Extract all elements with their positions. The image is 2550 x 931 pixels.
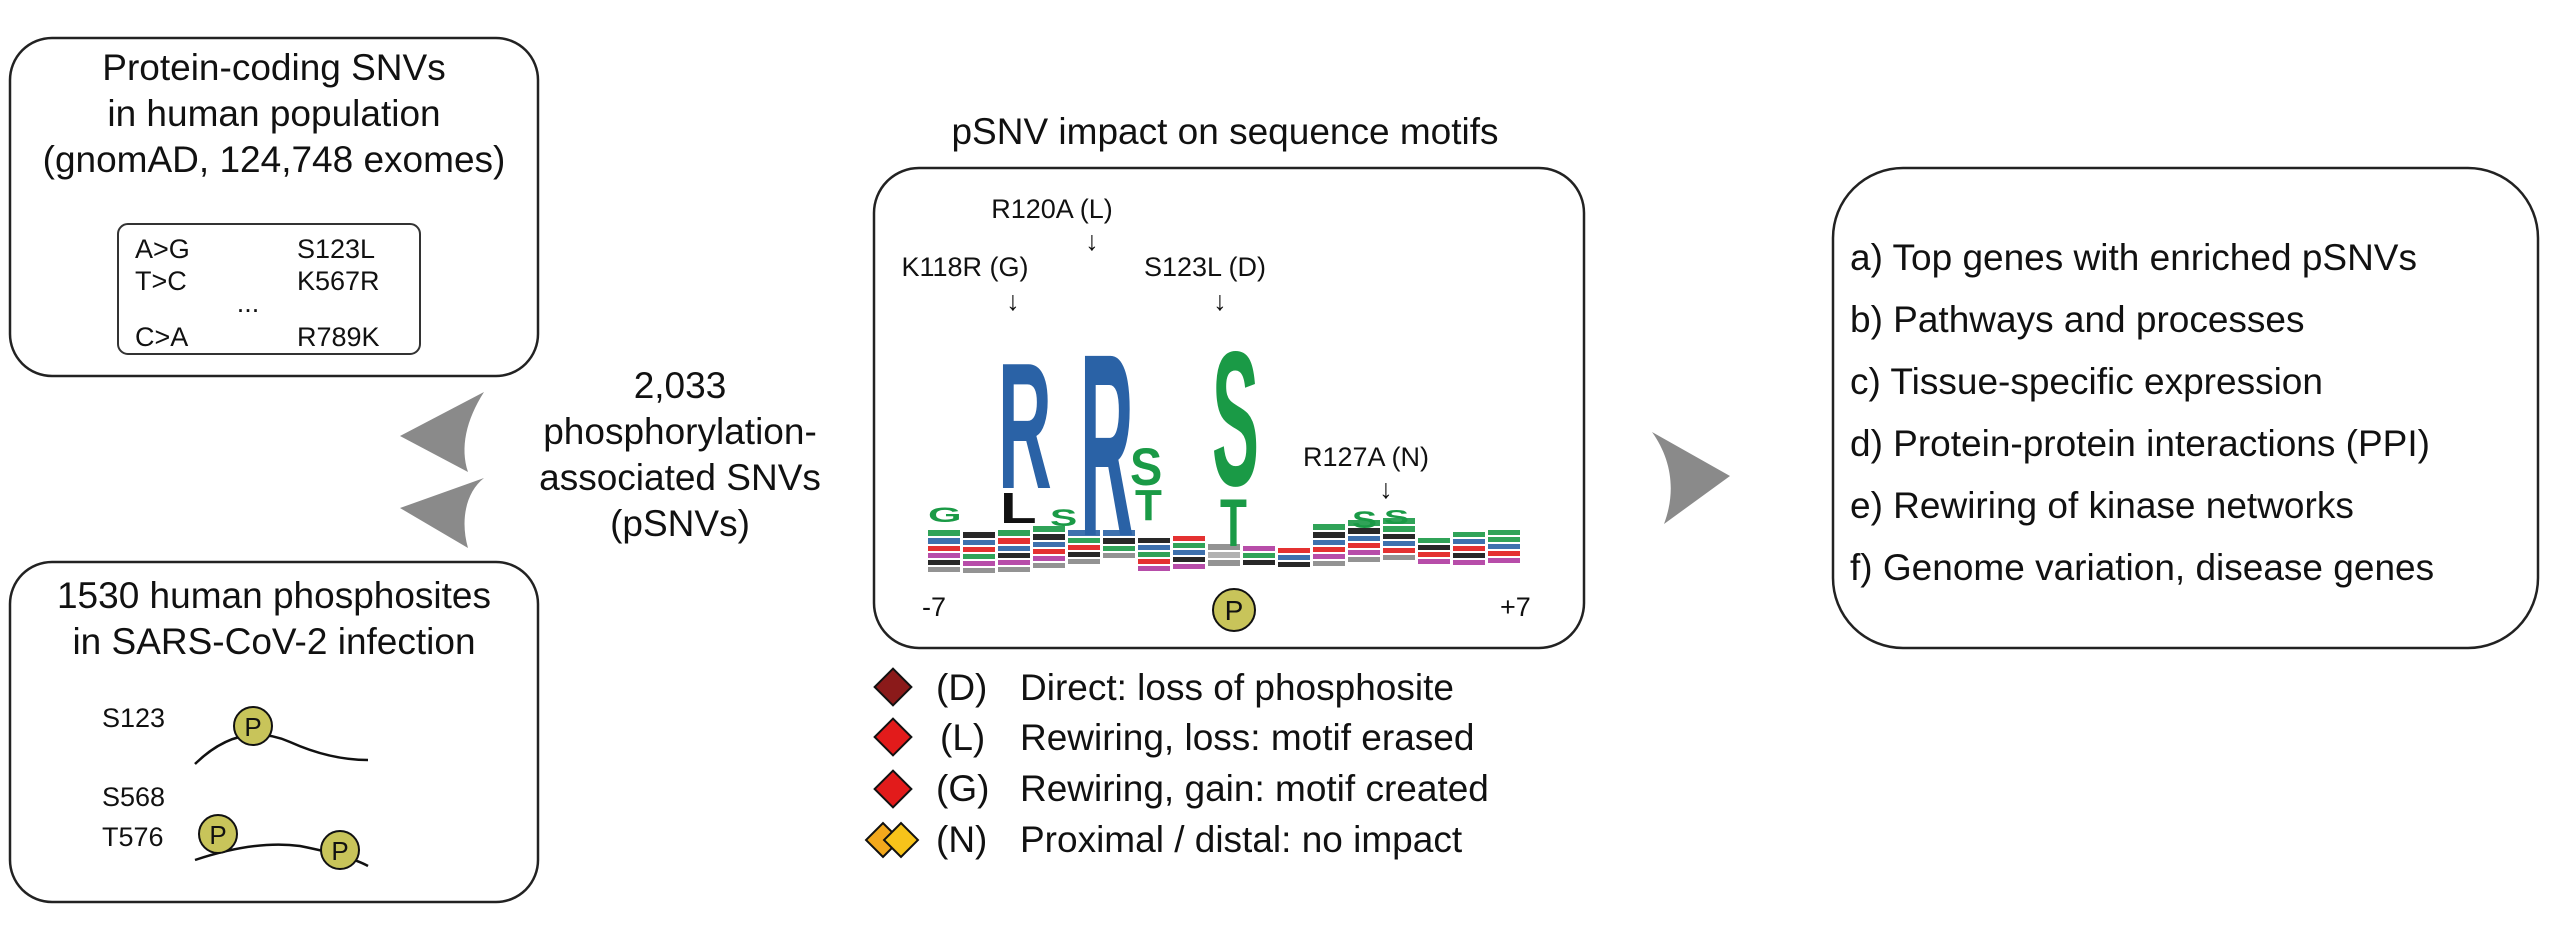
- psnv-caption-line-2: associated SNVs: [539, 457, 821, 498]
- sequence-logo: G L S R R S T S T S S: [925, 300, 1535, 591]
- legend-text-d: Direct: loss of phosphosite: [1020, 667, 1454, 708]
- diamond-red-icon: [873, 717, 913, 757]
- analysis-item-c: c) Tissue-specific expression: [1850, 361, 2323, 402]
- legend-item-direct: (D) Direct: loss of phosphosite: [873, 667, 1454, 708]
- snv-source-title-line-3: (gnomAD, 124,748 exomes): [43, 139, 506, 180]
- legend-code-g: (G): [936, 768, 989, 809]
- psnv-caption-line-1: phosphorylation-: [543, 411, 817, 452]
- analysis-item-a: a) Top genes with enriched pSNVs: [1850, 237, 2417, 278]
- logo-letter-r-k118: R: [998, 326, 1052, 527]
- annotation-r127a: R127A (N): [1303, 442, 1429, 472]
- legend-text-g: Rewiring, gain: motif created: [1020, 768, 1489, 809]
- motif-panel: pSNV impact on sequence motifs R120A (L)…: [872, 111, 1586, 650]
- legend-code-d: (D): [936, 667, 987, 708]
- motif-axis-end: +7: [1500, 592, 1531, 622]
- analyses-box-frame: [1831, 166, 2540, 650]
- snv-source-title-line-1: Protein-coding SNVs: [102, 47, 445, 88]
- logo-letter-t-123: T: [1220, 485, 1247, 561]
- svg-text:P: P: [244, 712, 261, 742]
- annotation-arrow-k118r: ↓: [1006, 286, 1020, 316]
- result-arrow-icon: [1652, 432, 1730, 524]
- annotation-arrow-s123l: ↓: [1213, 286, 1227, 316]
- svg-text:P: P: [331, 836, 348, 866]
- impact-legend: (D) Direct: loss of phosphosite (L) Rewi…: [864, 667, 1489, 860]
- annotation-arrow-r127a: ↓: [1379, 474, 1393, 504]
- phosphosite-source-box: 1530 human phosphosites in SARS-CoV-2 in…: [8, 560, 540, 904]
- svg-text:P: P: [1225, 595, 1244, 626]
- snv-aa-change-2: K567R: [297, 266, 380, 296]
- snv-source-box: Protein-coding SNVs in human population …: [8, 36, 540, 378]
- legend-text-l: Rewiring, loss: motif erased: [1020, 717, 1474, 758]
- site-label-s123: S123: [102, 703, 165, 733]
- snv-aa-change-3: R789K: [297, 322, 380, 352]
- legend-code-n: (N): [936, 819, 987, 860]
- svg-text:P: P: [209, 820, 226, 850]
- logo-letter-s-small: S: [1050, 505, 1077, 531]
- logo-letter-s-126: S: [1352, 507, 1377, 534]
- site-label-t576: T576: [102, 822, 164, 852]
- phospho-symbol-3: P: [320, 830, 360, 870]
- analysis-item-b: b) Pathways and processes: [1850, 299, 2305, 340]
- protein-strand-1: [194, 733, 369, 765]
- annotation-k118r: K118R (G): [901, 252, 1028, 282]
- annotation-r120a: R120A (L): [991, 194, 1113, 224]
- snv-nucleotide-1: A>G: [135, 234, 190, 264]
- phosphosite-title-line-2: in SARS-CoV-2 infection: [72, 621, 475, 662]
- logo-letter-t-122: T: [1135, 481, 1162, 530]
- legend-item-neutral: (N) Proximal / distal: no impact: [864, 819, 1463, 860]
- logo-letter-l: L: [1000, 484, 1037, 533]
- snv-aa-change-1: S123L: [297, 234, 375, 264]
- psnv-count-label: 2,033 phosphorylation- associated SNVs (…: [539, 365, 821, 544]
- annotation-s123l: S123L (D): [1144, 252, 1266, 282]
- phosphosite-box-frame: [8, 560, 540, 904]
- psnv-count: 2,033: [634, 365, 727, 406]
- snv-nucleotide-3: C>A: [135, 322, 188, 352]
- logo-letter-s-122: S: [1130, 437, 1162, 496]
- phosphosite-title-line-1: 1530 human phosphosites: [57, 575, 491, 616]
- snv-source-title-line-2: in human population: [107, 93, 440, 134]
- phospho-symbol-1: P: [233, 706, 273, 746]
- merge-arrow-bottom-icon: [400, 478, 484, 548]
- logo-letter-r-r120: R: [1080, 300, 1134, 591]
- logo-letter-s-123: S: [1212, 311, 1259, 526]
- logo-letter-s-127: S: [1384, 506, 1409, 528]
- legend-code-l: (L): [940, 717, 985, 758]
- legend-text-n: Proximal / distal: no impact: [1020, 819, 1463, 860]
- diamond-yellow-icon: [882, 821, 920, 859]
- motif-axis-start: -7: [922, 592, 946, 622]
- logo-background-stacks: [925, 518, 1535, 580]
- central-phosphosite-icon: P: [1212, 588, 1256, 632]
- diamond-dark-red-icon: [873, 667, 913, 707]
- merge-arrow-top-icon: [400, 392, 484, 472]
- legend-item-gain: (G) Rewiring, gain: motif created: [873, 768, 1489, 809]
- site-label-s568: S568: [102, 782, 165, 812]
- legend-item-loss: (L) Rewiring, loss: motif erased: [873, 717, 1474, 758]
- downstream-analyses-box: a) Top genes with enriched pSNVs b) Path…: [1831, 166, 2540, 650]
- analysis-item-e: e) Rewiring of kinase networks: [1850, 485, 2354, 526]
- logo-letter-g: G: [928, 503, 962, 527]
- snv-nucleotide-2: T>C: [135, 266, 187, 296]
- annotation-arrow-r120a: ↓: [1085, 226, 1099, 256]
- snv-list-ellipsis: ...: [237, 288, 260, 318]
- diamond-red-icon-2: [873, 769, 913, 809]
- motif-panel-title: pSNV impact on sequence motifs: [951, 111, 1498, 152]
- snv-example-list-frame: [117, 223, 421, 355]
- phospho-symbol-2: P: [198, 814, 238, 854]
- psnv-caption-line-3: (pSNVs): [610, 503, 750, 544]
- analysis-item-d: d) Protein-protein interactions (PPI): [1850, 423, 2430, 464]
- analysis-item-f: f) Genome variation, disease genes: [1850, 547, 2434, 588]
